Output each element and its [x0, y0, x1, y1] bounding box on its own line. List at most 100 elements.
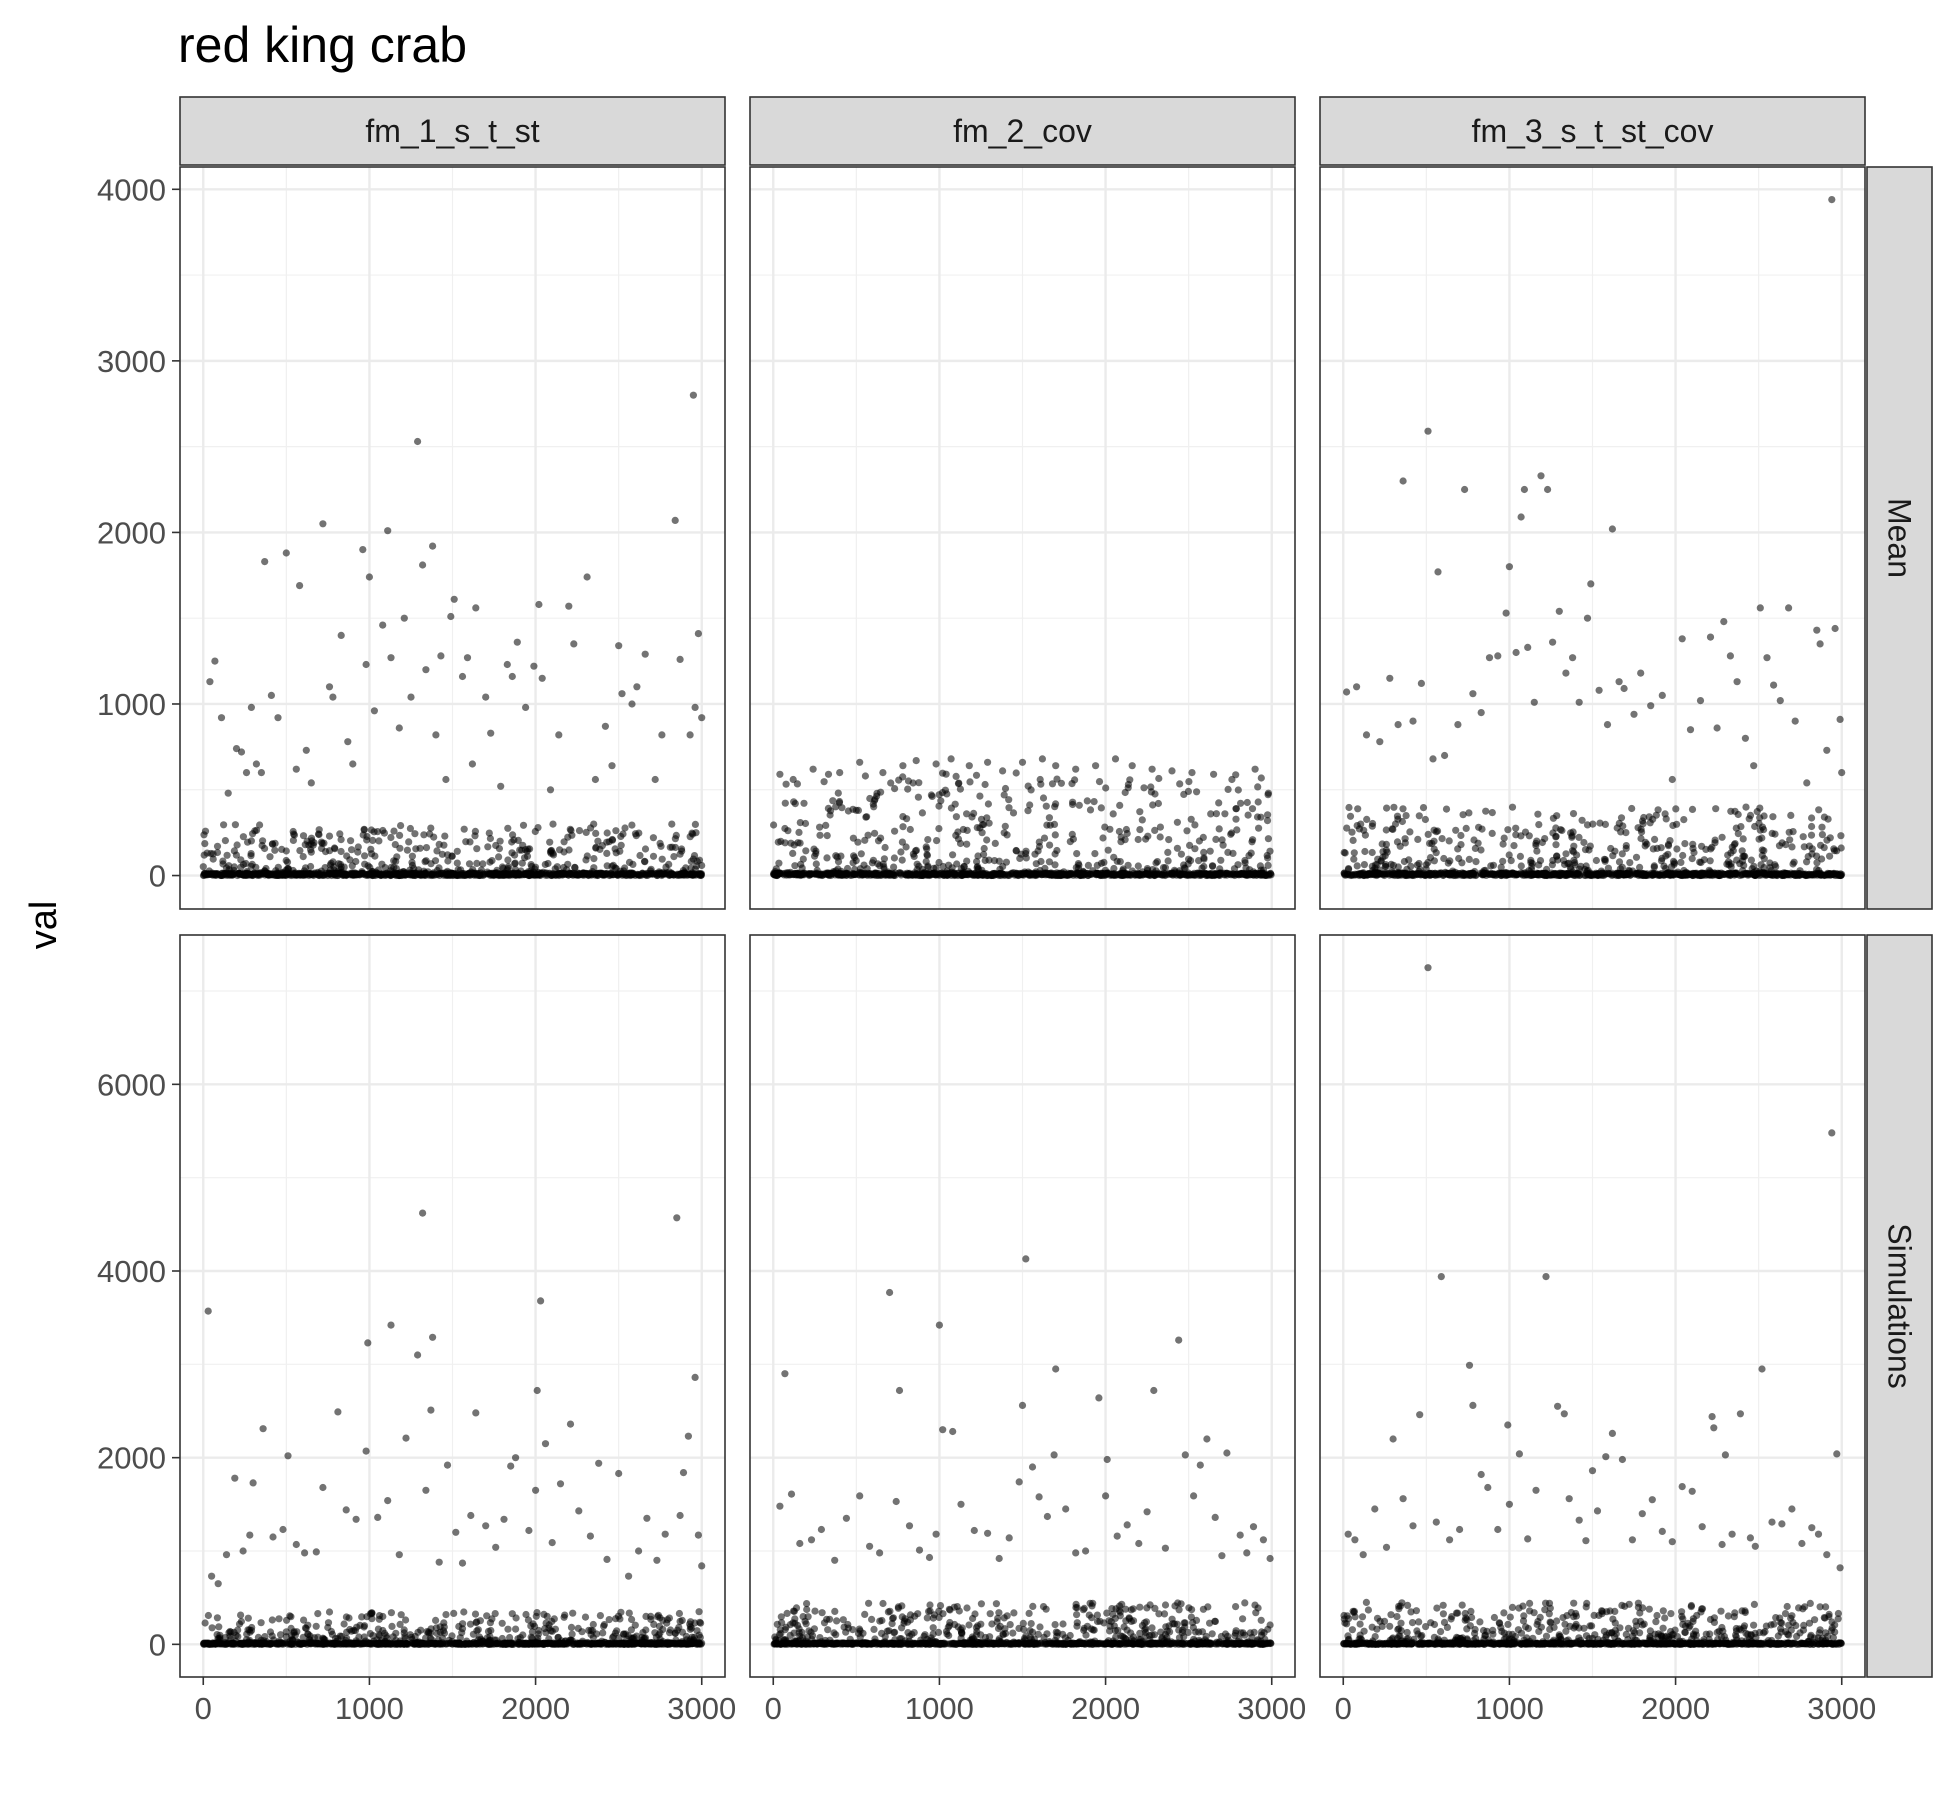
data-point: [1110, 872, 1117, 879]
data-point: [1052, 831, 1059, 838]
data-point: [1345, 865, 1352, 872]
data-point: [305, 842, 312, 849]
data-point: [698, 1640, 705, 1647]
data-point: [1788, 843, 1795, 850]
data-point: [237, 1612, 244, 1619]
data-point: [628, 872, 635, 879]
data-point: [1689, 841, 1696, 848]
data-point-outlier: [1587, 580, 1594, 587]
data-point-outlier: [695, 630, 702, 637]
data-point: [1157, 833, 1164, 840]
data-point: [205, 1612, 212, 1619]
data-point: [943, 871, 950, 878]
data-point-outlier: [1400, 477, 1407, 484]
data-point: [1255, 798, 1262, 805]
data-point: [576, 827, 583, 834]
data-point: [504, 825, 511, 832]
data-point: [1408, 871, 1415, 878]
data-point: [1581, 866, 1588, 873]
data-point: [338, 848, 345, 855]
data-point: [450, 1610, 457, 1617]
data-point-outlier: [407, 694, 414, 701]
data-point: [641, 858, 648, 865]
data-point-outlier: [547, 786, 554, 793]
data-point: [1463, 825, 1470, 832]
data-point: [519, 860, 526, 867]
data-point: [963, 841, 970, 848]
data-point: [953, 773, 960, 780]
data-point: [1808, 814, 1815, 821]
data-point: [398, 1611, 405, 1618]
data-point: [1237, 800, 1244, 807]
data-point: [1064, 871, 1071, 878]
data-point-outlier: [1454, 721, 1461, 728]
data-point: [1769, 870, 1776, 877]
data-point: [783, 872, 790, 879]
data-point-outlier: [1785, 604, 1792, 611]
data-point: [1091, 850, 1098, 857]
data-point: [390, 1633, 397, 1640]
data-point: [1594, 870, 1601, 877]
data-point: [504, 856, 511, 863]
data-point: [472, 828, 479, 835]
data-point: [387, 834, 394, 841]
data-point: [1808, 850, 1815, 857]
facet-strip-label-simulations: Simulations: [1882, 1223, 1918, 1388]
data-point: [1254, 813, 1261, 820]
data-point: [1558, 827, 1565, 834]
data-point: [1446, 857, 1453, 864]
data-point: [1354, 822, 1361, 829]
data-point: [404, 847, 411, 854]
data-point: [1200, 871, 1207, 878]
data-point: [336, 830, 343, 837]
data-point-outlier: [1770, 682, 1777, 689]
data-point: [278, 872, 285, 879]
data-point: [417, 871, 424, 878]
data-point-outlier: [1168, 767, 1175, 774]
data-point: [259, 842, 266, 849]
data-point: [1478, 826, 1485, 833]
data-point: [863, 813, 870, 820]
data-point: [665, 861, 672, 868]
data-point: [1679, 872, 1686, 879]
data-point: [1084, 797, 1091, 804]
data-point-outlier: [1478, 709, 1485, 716]
data-point: [689, 831, 696, 838]
data-point: [854, 839, 861, 846]
data-point-outlier: [274, 714, 281, 721]
data-point: [1212, 836, 1219, 843]
data-point-outlier: [1616, 678, 1623, 685]
data-point: [249, 830, 256, 837]
data-point: [269, 1616, 276, 1623]
data-point-outlier: [329, 694, 336, 701]
data-point-outlier: [1556, 608, 1563, 615]
data-point-outlier: [1609, 525, 1616, 532]
data-point-outlier: [1434, 568, 1441, 575]
data-point: [1399, 805, 1406, 812]
data-point: [1155, 775, 1162, 782]
data-point-outlier: [1742, 735, 1749, 742]
data-point-outlier: [1544, 486, 1551, 493]
data-point: [549, 821, 556, 828]
data-point: [1470, 836, 1477, 843]
data-point-outlier: [366, 573, 373, 580]
data-point: [1818, 824, 1825, 831]
data-point: [1136, 808, 1143, 815]
data-point: [302, 1624, 309, 1631]
data-point-outlier: [570, 640, 577, 647]
data-point: [514, 871, 521, 878]
data-point-outlier: [1252, 766, 1259, 773]
data-point-outlier: [1228, 776, 1235, 783]
data-point: [1655, 806, 1662, 813]
data-point: [1135, 862, 1142, 869]
data-point: [1142, 836, 1149, 843]
data-point-outlier: [1149, 766, 1156, 773]
data-point: [390, 828, 397, 835]
data-point: [787, 840, 794, 847]
data-point: [775, 870, 782, 877]
data-point: [1224, 849, 1231, 856]
data-point: [800, 856, 807, 863]
data-point: [1125, 862, 1132, 869]
data-point: [882, 844, 889, 851]
